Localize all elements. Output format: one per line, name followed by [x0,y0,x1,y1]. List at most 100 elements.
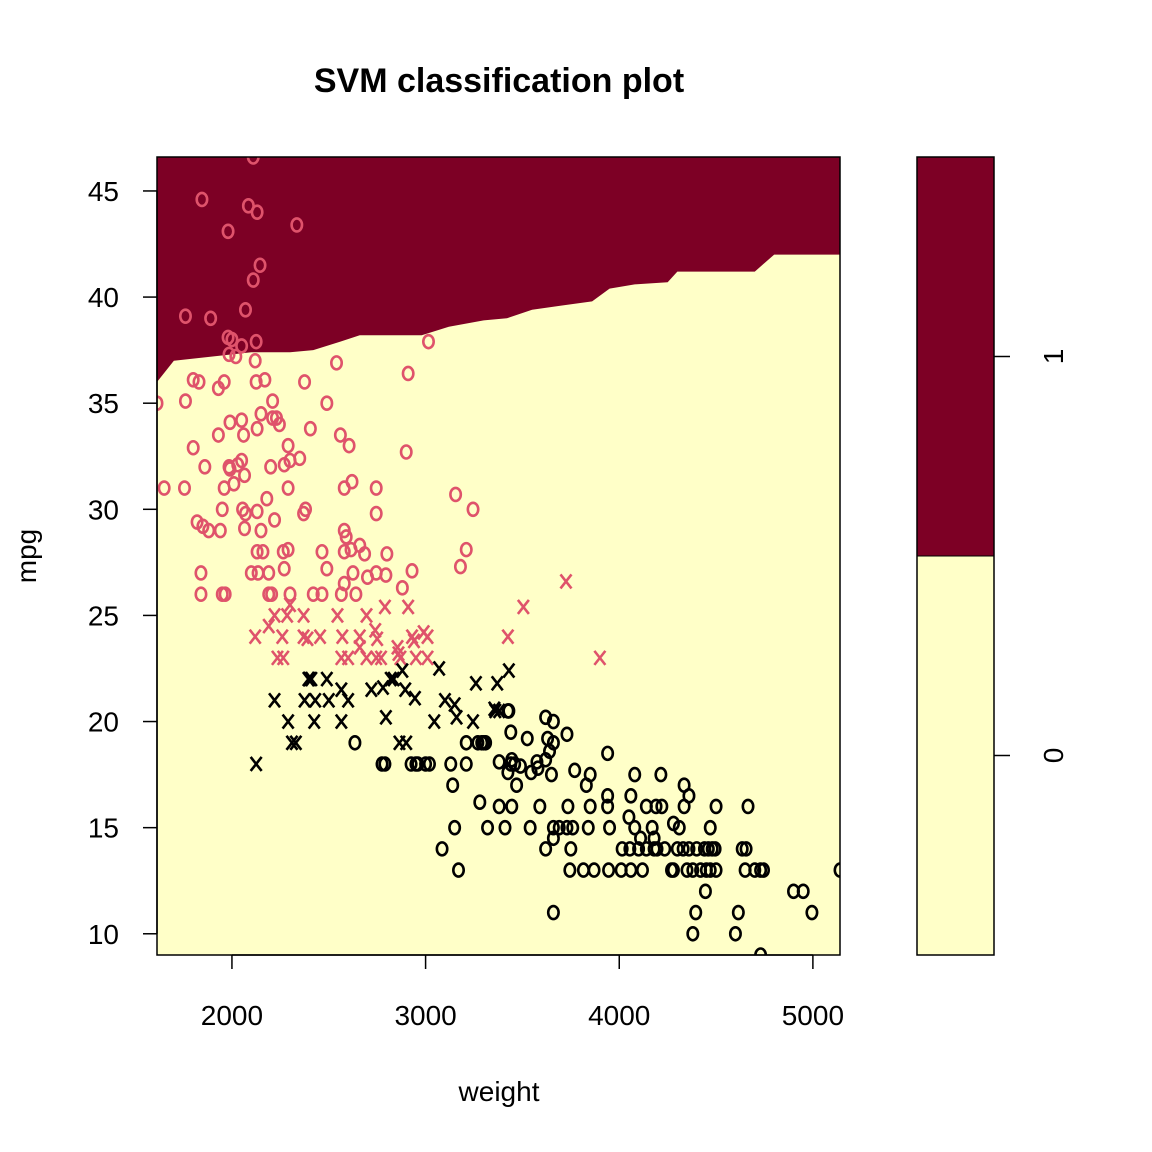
data-point [603,819,617,836]
data-point [204,310,218,327]
data-point [686,862,700,878]
data-point [333,427,347,443]
data-point [703,819,717,836]
data-point [587,862,601,878]
data-point [238,302,252,318]
data-point [157,480,171,496]
data-point [358,546,372,562]
support-vector-point [409,650,423,666]
data-point [246,157,260,165]
data-point [222,346,236,363]
data-point [677,798,691,815]
data-point [315,586,329,603]
data-point [198,459,212,475]
support-vector-point [391,645,406,662]
support-vector-point [285,734,299,751]
support-vector-point [249,756,263,772]
y-axis: 10 15 20 25 30 35 40 45 [88,176,158,950]
data-point [523,819,537,836]
data-point [703,862,717,878]
support-vector-point [374,650,388,666]
support-vector-point [407,633,421,649]
support-vector-point [341,650,355,666]
data-point [666,862,680,878]
data-point [378,756,392,772]
data-point [380,546,394,562]
data-point [448,819,462,836]
data-point [419,756,433,772]
data-point [249,333,263,350]
data-point [290,217,304,233]
data-point [504,724,518,740]
data-points [157,157,840,955]
data-point [320,560,334,577]
x-tick-label: 4000 [588,1000,650,1031]
data-point [544,766,558,783]
data-point [262,565,276,581]
data-point [473,794,487,810]
data-point [583,798,597,815]
support-vector-point [378,599,392,615]
data-point [235,338,249,354]
y-tick-label: 10 [88,919,119,950]
data-point [249,374,263,390]
x-tick-label: 3000 [394,1000,456,1031]
support-vector-point [341,692,355,709]
data-point [238,467,252,484]
data-point [237,427,251,443]
data-point [422,756,436,772]
support-vector-point [559,573,573,590]
data-point [539,841,553,857]
data-point [346,565,360,581]
data-point [501,764,515,781]
data-point [272,416,286,433]
data-point [215,501,229,518]
data-point [546,904,560,921]
support-vector-point [395,662,409,679]
data-point [560,726,574,743]
legend-label-1: 1 [1038,349,1069,365]
data-point [709,798,723,815]
x-axis-label: weight [458,1076,540,1107]
support-vector-point [360,607,374,624]
support-vector-point [379,709,393,726]
support-vector-point [281,713,295,730]
data-point [754,947,768,955]
data-point [395,580,409,596]
support-vector-point [438,692,452,709]
data-point [225,331,239,348]
support-vector-point [289,734,303,751]
data-point [452,862,466,878]
support-vector-point [283,597,297,613]
support-vector-point [376,679,390,696]
data-point [330,355,344,371]
support-vector-point [248,628,262,645]
data-point [655,798,669,815]
data-point [680,862,694,878]
chart-title: SVM classification plot [314,62,684,100]
data-point [344,541,358,558]
data-point [277,456,291,473]
data-point [566,819,580,836]
support-vector-point [369,650,383,666]
data-point [260,490,274,507]
support-vector-point [297,607,311,624]
data-point [634,830,648,847]
data-point [449,486,463,503]
data-point [583,766,597,783]
data-point [530,754,544,770]
data-point [248,352,262,369]
data-point [615,841,629,857]
support-vector-point [469,675,483,692]
support-vector-point [501,628,515,645]
data-point [601,788,615,804]
data-point [253,257,267,274]
support-vector-point [297,628,311,645]
data-point [186,439,200,456]
data-point [635,862,649,878]
support-vector-point [408,690,422,707]
legend-swatch-0 [917,556,994,955]
data-point [435,841,449,857]
data-point [298,374,312,390]
